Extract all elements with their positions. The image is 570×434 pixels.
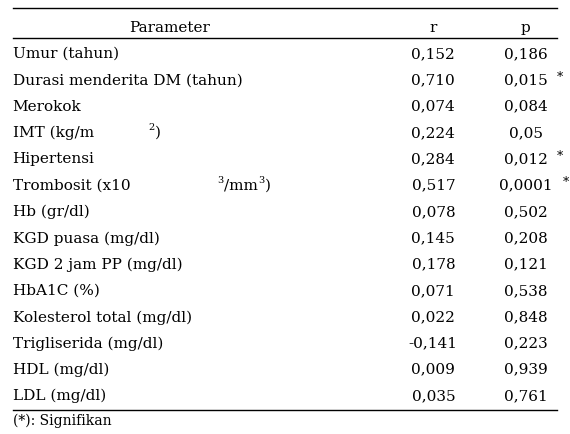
Text: 0,710: 0,710 <box>412 73 455 87</box>
Text: 0,0001: 0,0001 <box>499 179 553 193</box>
Text: 0,939: 0,939 <box>504 363 548 377</box>
Text: (*): Signifikan: (*): Signifikan <box>13 414 111 428</box>
Text: KGD puasa (mg/dl): KGD puasa (mg/dl) <box>13 231 160 246</box>
Text: 0,078: 0,078 <box>412 205 455 219</box>
Text: p: p <box>521 21 531 35</box>
Text: 0,022: 0,022 <box>412 310 455 324</box>
Text: 0,284: 0,284 <box>412 152 455 166</box>
Text: 0,145: 0,145 <box>412 231 455 245</box>
Text: /mm: /mm <box>224 179 258 193</box>
Text: Hipertensi: Hipertensi <box>13 152 95 166</box>
Text: Parameter: Parameter <box>129 21 210 35</box>
Text: *: * <box>563 176 569 189</box>
Text: Trombosit (x10: Trombosit (x10 <box>13 179 130 193</box>
Text: 0,178: 0,178 <box>412 257 455 272</box>
Text: ): ) <box>155 126 161 140</box>
Text: 0,121: 0,121 <box>504 257 548 272</box>
Text: Durasi menderita DM (tahun): Durasi menderita DM (tahun) <box>13 73 242 87</box>
Text: 0,848: 0,848 <box>504 310 548 324</box>
Text: 0,071: 0,071 <box>412 284 455 298</box>
Text: 2: 2 <box>148 123 154 132</box>
Text: 0,208: 0,208 <box>504 231 548 245</box>
Text: 0,035: 0,035 <box>412 389 455 403</box>
Text: Umur (tahun): Umur (tahun) <box>13 47 119 61</box>
Text: -0,141: -0,141 <box>409 336 458 350</box>
Text: Hb (gr/dl): Hb (gr/dl) <box>13 205 89 219</box>
Text: 0,074: 0,074 <box>412 100 455 114</box>
Text: *: * <box>557 71 563 84</box>
Text: Kolesterol total (mg/dl): Kolesterol total (mg/dl) <box>13 310 192 325</box>
Text: 0,009: 0,009 <box>412 363 455 377</box>
Text: 0,084: 0,084 <box>504 100 548 114</box>
Text: KGD 2 jam PP (mg/dl): KGD 2 jam PP (mg/dl) <box>13 257 182 272</box>
Text: Trigliserida (mg/dl): Trigliserida (mg/dl) <box>13 336 163 351</box>
Text: 0,152: 0,152 <box>412 47 455 61</box>
Text: HDL (mg/dl): HDL (mg/dl) <box>13 363 109 377</box>
Text: 3: 3 <box>217 176 223 185</box>
Text: 0,538: 0,538 <box>504 284 548 298</box>
Text: 0,517: 0,517 <box>412 179 455 193</box>
Text: 0,502: 0,502 <box>504 205 548 219</box>
Text: 0,05: 0,05 <box>509 126 543 140</box>
Text: 0,223: 0,223 <box>504 336 548 350</box>
Text: 0,224: 0,224 <box>412 126 455 140</box>
Text: LDL (mg/dl): LDL (mg/dl) <box>13 389 106 404</box>
Text: 0,015: 0,015 <box>504 73 548 87</box>
Text: 0,761: 0,761 <box>504 389 548 403</box>
Text: r: r <box>430 21 437 35</box>
Text: *: * <box>557 150 563 163</box>
Text: HbA1C (%): HbA1C (%) <box>13 284 100 298</box>
Text: Merokok: Merokok <box>13 100 82 114</box>
Text: 3: 3 <box>258 176 264 185</box>
Text: 0,186: 0,186 <box>504 47 548 61</box>
Text: IMT (kg/m: IMT (kg/m <box>13 126 93 140</box>
Text: 0,012: 0,012 <box>504 152 548 166</box>
Text: ): ) <box>265 179 271 193</box>
